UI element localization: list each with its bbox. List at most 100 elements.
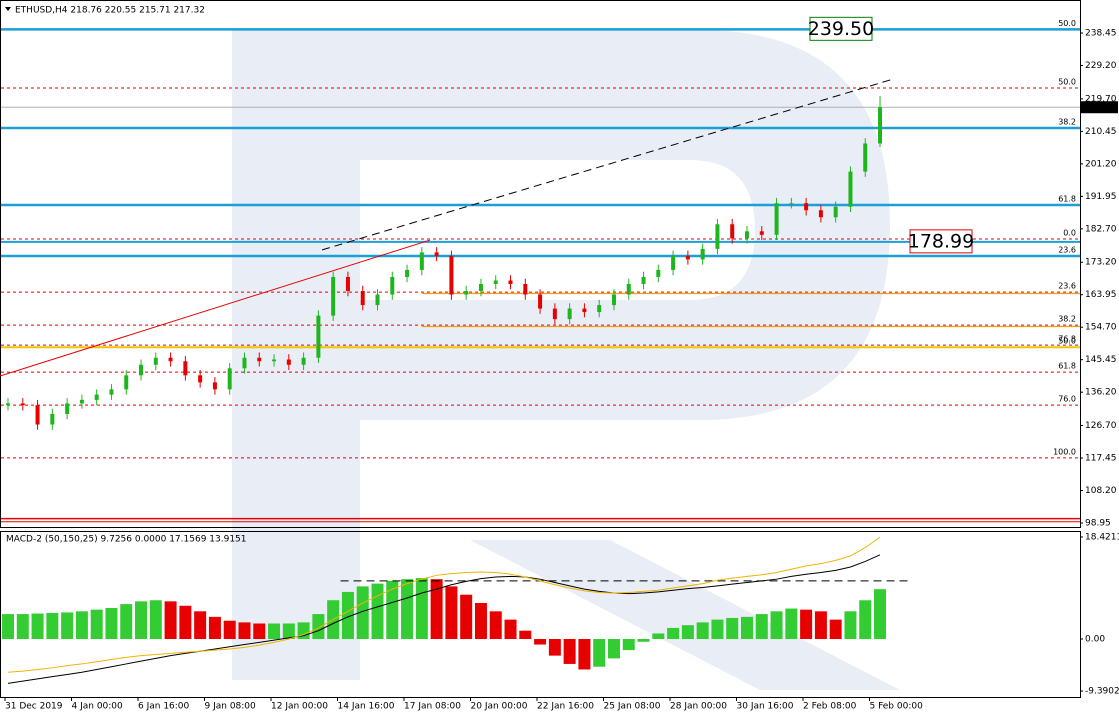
candle-body xyxy=(168,357,173,362)
macd-bar xyxy=(430,579,443,640)
macd-bar xyxy=(563,639,576,664)
macd-line xyxy=(7,554,881,684)
macd-bar xyxy=(800,609,813,640)
candle-body xyxy=(671,255,676,270)
y-tick-label: 201.20 xyxy=(1085,159,1117,169)
candle-body xyxy=(449,255,454,295)
macd-bar xyxy=(164,601,177,640)
candle-body xyxy=(65,403,70,414)
candle-body xyxy=(848,171,853,207)
y-tick-label: 173.20 xyxy=(1085,258,1117,268)
candle-body xyxy=(20,403,25,406)
candle-body xyxy=(212,382,217,390)
y-tick-label: 18.4211 xyxy=(1085,532,1119,542)
candle-body xyxy=(804,203,809,211)
candle-body xyxy=(464,291,469,295)
macd-bar xyxy=(874,589,887,640)
x-tick-label: 28 Jan 00:00 xyxy=(670,702,727,712)
candle-body xyxy=(35,405,40,425)
trendline xyxy=(321,79,891,251)
candle-body xyxy=(109,389,114,395)
candle-body xyxy=(286,359,291,365)
macd-bar xyxy=(194,611,207,640)
macd-bar xyxy=(637,639,650,642)
macd-bar xyxy=(120,604,133,640)
macd-bar xyxy=(859,600,872,640)
macd-bar xyxy=(149,600,162,640)
candle-body xyxy=(656,269,661,277)
candle-body xyxy=(183,361,188,376)
candle-body xyxy=(493,280,498,284)
candle-body xyxy=(419,252,424,270)
macd-bar xyxy=(578,639,591,670)
last-price-label: 217.32 xyxy=(1084,103,1116,113)
candle-body xyxy=(552,308,557,320)
macd-bar xyxy=(681,625,694,640)
macd-bar xyxy=(282,623,295,640)
x-tick-label: 22 Jan 16:00 xyxy=(537,702,594,712)
y-tick-label: 229.20 xyxy=(1085,61,1117,71)
candle-body xyxy=(789,203,794,205)
macd-bar xyxy=(415,578,428,640)
candle-body xyxy=(360,291,365,306)
candle-body xyxy=(331,276,336,316)
level-label: 23.6 xyxy=(1058,246,1076,255)
candle-body xyxy=(50,413,55,425)
macd-bar xyxy=(534,639,547,645)
macd-line xyxy=(7,536,881,673)
symbol-header: ETHUSD,H4 218.76 220.55 215.71 217.32 xyxy=(15,6,205,16)
candle-body xyxy=(626,283,631,295)
candle-body xyxy=(538,294,543,309)
macd-bar xyxy=(223,620,236,640)
macd-bar xyxy=(741,616,753,640)
macd-bar xyxy=(312,614,325,640)
candle-body xyxy=(745,231,749,239)
candle-body xyxy=(611,294,616,306)
candle-body xyxy=(390,276,395,295)
level-label: 50.0 xyxy=(1058,77,1076,86)
macd-header: MACD-2 (50,150,25) 9.7256 0.0000 17.1569… xyxy=(6,535,247,545)
y-tick-label: 219.70 xyxy=(1085,94,1117,104)
macd-bar xyxy=(253,623,266,640)
price-label: 239.50 xyxy=(808,18,874,40)
candle-body xyxy=(345,276,350,292)
candle-body xyxy=(316,315,321,358)
candle-body xyxy=(405,269,410,277)
candle-body xyxy=(434,252,439,256)
y-tick-label: 238.45 xyxy=(1085,29,1117,39)
main-panel-frame xyxy=(0,0,1081,528)
candle-body xyxy=(242,357,247,369)
level-label: 61.8 xyxy=(1058,362,1076,371)
price-label-box xyxy=(909,229,973,254)
x-tick-label: 2 Feb 08:00 xyxy=(803,702,857,712)
candle-body xyxy=(597,305,602,313)
macd-bar xyxy=(16,614,29,640)
level-label: 50.0 xyxy=(1058,19,1076,28)
macd-bar xyxy=(770,611,783,640)
macd-bar xyxy=(593,639,606,667)
y-tick-label: 210.45 xyxy=(1085,127,1117,137)
macd-bar xyxy=(268,623,281,640)
macd-bar xyxy=(90,609,103,640)
price-label-box xyxy=(809,16,873,41)
level-label: 38.2 xyxy=(1058,315,1076,324)
level-label: 38.2 xyxy=(1058,118,1076,127)
macd-bar xyxy=(785,608,798,640)
y-tick-label: 0.00 xyxy=(1085,635,1105,645)
y-tick-label: 117.45 xyxy=(1085,454,1117,464)
candle-body xyxy=(227,368,232,390)
y-tick-label: 163.95 xyxy=(1085,290,1117,300)
candle-body xyxy=(818,210,823,218)
candle-body xyxy=(272,359,277,362)
y-tick-label: 191.95 xyxy=(1085,192,1117,202)
candle-body xyxy=(257,357,262,362)
candle-body xyxy=(375,294,380,306)
macd-bar xyxy=(2,614,14,640)
candle-body xyxy=(715,224,720,249)
level-label: 50.0 xyxy=(1058,337,1076,346)
candle-body xyxy=(641,276,646,284)
candle-body xyxy=(478,283,483,292)
macd-bar xyxy=(726,617,739,640)
